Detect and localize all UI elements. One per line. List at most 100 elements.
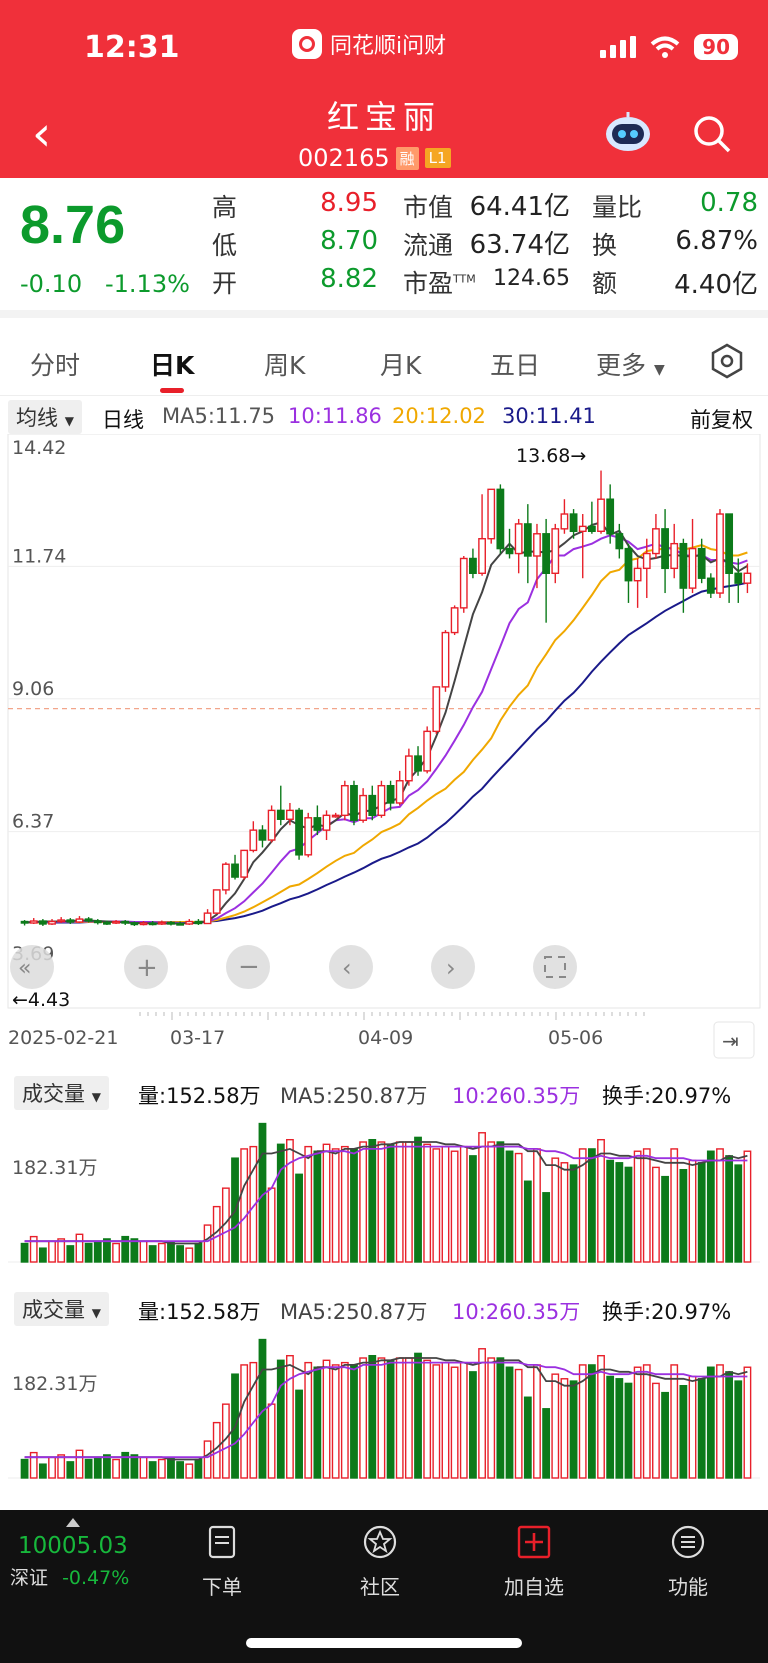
volume-bar <box>139 1456 148 1479</box>
volume-bar <box>560 1378 569 1479</box>
candle <box>404 748 413 786</box>
volratio-value: 0.78 <box>700 188 758 218</box>
community-button[interactable]: 社区 <box>330 1524 430 1600</box>
svg-text:+: + <box>136 953 158 983</box>
indicator-selector[interactable]: 均线 ▼ <box>8 400 82 434</box>
volume-legend-1: 成交量 ▼ 量:152.58万 MA5:250.87万 10:260.35万 换… <box>0 1072 768 1112</box>
volume-chart-2[interactable]: 182.31万 <box>0 1328 768 1488</box>
tab-weekly-k[interactable]: 周K <box>264 351 306 380</box>
candle <box>139 921 148 926</box>
settings-hexagon-icon[interactable] <box>708 342 746 380</box>
back-icon[interactable]: ‹ <box>32 106 52 162</box>
volume-selector-1[interactable]: 成交量 ▼ <box>14 1076 109 1110</box>
candle <box>340 780 349 821</box>
candle <box>194 919 203 925</box>
volume-bar <box>304 1361 313 1479</box>
bottom-toolbar: 10005.03 深证 -0.47% 下单 社区 加自选 功能 <box>0 1510 768 1663</box>
candle <box>661 509 669 594</box>
candle <box>258 825 267 848</box>
adjust-mode[interactable]: 前复权 <box>690 408 753 432</box>
candle <box>29 918 38 924</box>
volume-bar <box>103 1238 111 1263</box>
index-line: 深证 -0.47% <box>10 1563 150 1590</box>
volume-bar <box>286 1354 294 1479</box>
zoom-in-button[interactable]: + <box>124 945 168 989</box>
candle <box>414 746 422 776</box>
volume-bar <box>542 1408 551 1479</box>
volume-bar <box>176 1461 185 1479</box>
volume-bar <box>441 1361 450 1479</box>
open-value: 8.82 <box>320 264 378 294</box>
header-bar: 12:31 同花顺i问财 90 ‹ 红宝丽 002165 融 L1 <box>0 0 768 178</box>
candle <box>569 509 578 539</box>
order-button[interactable]: 下单 <box>172 1524 272 1600</box>
zoom-start-button[interactable]: « <box>10 945 54 989</box>
volume-bar <box>533 1364 541 1479</box>
zoom-out-button[interactable]: − <box>226 945 270 989</box>
open-label: 开 <box>212 269 238 298</box>
volume-bar <box>587 1148 596 1263</box>
tab-daily-k[interactable]: 日K <box>150 351 195 380</box>
volume-bar <box>450 1150 459 1263</box>
volume-bar <box>121 1451 130 1479</box>
volume-bar <box>304 1145 313 1263</box>
tab-five-day[interactable]: 五日 <box>490 351 541 380</box>
volume-bar <box>459 1361 468 1479</box>
volume-chart-1[interactable]: 182.31万 <box>0 1112 768 1272</box>
scroll-right-button[interactable]: › <box>431 945 475 989</box>
volume-bar <box>533 1148 541 1263</box>
order-label: 下单 <box>202 1575 242 1599</box>
candle <box>716 509 724 598</box>
volume-bar <box>331 1148 340 1263</box>
period-tabs: 分时 日K 周K 月K 五日 更多 ▼ <box>0 326 768 396</box>
volume-bar <box>697 1162 706 1263</box>
y-axis-label: 14.42 <box>12 437 66 459</box>
volume-bar <box>569 1164 578 1263</box>
candle <box>368 785 377 821</box>
fullscreen-button[interactable] <box>533 945 577 989</box>
jump-latest-button[interactable]: ⇥ <box>713 1021 755 1059</box>
volume-bar <box>20 1242 29 1263</box>
candle <box>487 488 496 544</box>
volume-bar <box>340 1145 349 1263</box>
assistant-robot-icon[interactable] <box>604 110 652 152</box>
add-watchlist-button[interactable]: 加自选 <box>484 1524 584 1600</box>
candle <box>523 504 532 584</box>
volume-bar <box>112 1242 120 1263</box>
chart-controls: « + − ‹ › <box>10 945 577 989</box>
ma10-value: 10:11.86 <box>288 404 382 428</box>
volume-bar <box>359 1357 368 1479</box>
tab-monthly-k[interactable]: 月K <box>380 351 422 380</box>
volume-bar <box>66 1245 75 1263</box>
volume-bar <box>414 1136 422 1263</box>
volume-selector-2[interactable]: 成交量 ▼ <box>14 1292 109 1326</box>
functions-button[interactable]: 功能 <box>638 1524 738 1600</box>
search-icon[interactable] <box>692 114 732 154</box>
volume-bar <box>350 1364 358 1479</box>
candle <box>66 918 75 924</box>
candle <box>350 780 358 826</box>
scroll-left-button[interactable]: ‹ <box>329 945 373 989</box>
tab-more[interactable]: 更多 ▼ <box>596 346 665 382</box>
volume-bar <box>624 1382 633 1479</box>
candle <box>331 812 340 818</box>
volume-bar <box>496 1357 505 1479</box>
candle <box>432 686 441 734</box>
candle <box>670 523 679 579</box>
volume-bar <box>240 1148 249 1263</box>
add-watchlist-label: 加自选 <box>504 1575 564 1599</box>
stock-name: 红宝丽 <box>326 98 441 136</box>
pe-label: 市盈TTM <box>403 264 476 300</box>
volume-y-label-2: 182.31万 <box>12 1373 97 1395</box>
volume-bar <box>57 1454 66 1479</box>
min-price-note: ←4.43 <box>12 989 70 1011</box>
volume-bar <box>194 1242 203 1263</box>
candle <box>57 917 66 924</box>
volume-bar <box>487 1141 496 1263</box>
volume-bar <box>395 1357 404 1479</box>
tab-timeshare[interactable]: 分时 <box>30 351 81 380</box>
index-ticker[interactable]: 10005.03 深证 -0.47% <box>10 1518 150 1590</box>
candle <box>743 563 752 594</box>
high-label: 高 <box>212 193 238 222</box>
